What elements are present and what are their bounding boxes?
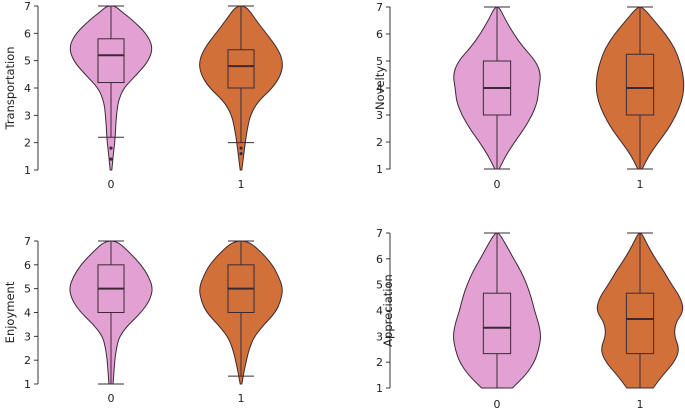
y-tick-label: 7 [376, 1, 383, 14]
y-tick-label: 2 [24, 137, 31, 150]
y-tick-label: 1 [376, 382, 383, 395]
y-tick-label: 1 [24, 378, 31, 391]
y-tick-label: 4 [376, 305, 383, 318]
y-tick-label: 2 [24, 354, 31, 367]
y-tick-label: 5 [376, 279, 383, 292]
outlier-point [239, 152, 243, 156]
outlier-point [239, 146, 243, 150]
y-tick-label: 3 [376, 109, 383, 122]
x-tick-label: 0 [494, 178, 501, 191]
x-tick-label: 1 [637, 178, 644, 191]
x-tick-label: 1 [238, 178, 245, 191]
chart-panel-novelty: 1 2 3 4 5 6 7 Novelty 0 1 [373, 1, 685, 191]
y-tick-label: 3 [24, 330, 31, 343]
y-tick-label: 4 [24, 307, 31, 320]
outlier-point [109, 157, 113, 161]
chart-panel-transportation: 1 2 3 4 5 6 7 Transportation 0 1 [3, 0, 283, 191]
y-tick-label: 3 [24, 109, 31, 122]
chart-panel-enjoyment: 1 2 3 4 5 6 7 Enjoyment 0 1 [3, 235, 283, 405]
y-tick-label: 5 [24, 55, 31, 68]
y-axis-title: Transportation [3, 46, 17, 130]
y-tick-label: 2 [376, 356, 383, 369]
box-iqr [97, 38, 125, 84]
y-tick-label: 6 [24, 259, 31, 272]
y-axis-title: Appreciation [381, 274, 395, 347]
y-axis-title: Novelty [373, 66, 387, 110]
y-tick-label: 1 [24, 164, 31, 177]
x-tick-label: 0 [494, 398, 501, 411]
violin-body-1 [596, 232, 684, 389]
box-iqr [227, 49, 255, 89]
y-tick-label: 6 [376, 28, 383, 41]
y-tick-label: 3 [376, 330, 383, 343]
box-iqr [625, 292, 655, 355]
outlier-point [109, 146, 113, 150]
y-tick-label: 5 [24, 283, 31, 296]
y-tick-label: 7 [24, 0, 31, 13]
box-iqr [625, 53, 655, 116]
x-tick-label: 1 [238, 392, 245, 405]
x-tick-label: 1 [637, 398, 644, 411]
y-tick-label: 7 [376, 227, 383, 240]
y-tick-label: 4 [24, 82, 31, 95]
y-tick-label: 2 [376, 136, 383, 149]
y-tick-label: 6 [376, 253, 383, 266]
x-tick-label: 0 [108, 392, 115, 405]
box-iqr [482, 292, 512, 355]
y-tick-label: 1 [376, 163, 383, 176]
violin-body-0 [453, 232, 541, 389]
y-tick-label: 7 [24, 235, 31, 248]
y-tick-label: 4 [376, 82, 383, 95]
chart-panel-appreciation: 1 2 3 4 5 6 7 Appreciation 0 1 [376, 227, 684, 411]
y-tick-label: 5 [376, 55, 383, 68]
x-tick-label: 0 [108, 178, 115, 191]
y-axis-title: Enjoyment [3, 281, 17, 343]
y-tick-label: 6 [24, 27, 31, 40]
